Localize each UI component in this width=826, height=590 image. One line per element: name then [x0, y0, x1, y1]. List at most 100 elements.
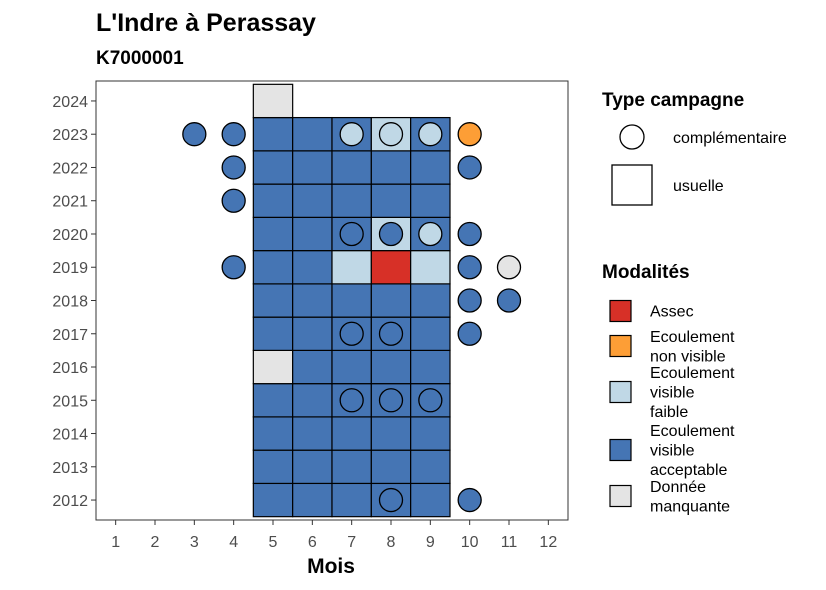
usuelle-cells [252, 83, 451, 518]
point-complementaire-2019-10 [457, 255, 482, 280]
y-tick-label-2020: 2020 [52, 227, 88, 244]
point-complementaire-2015-7 [339, 388, 364, 413]
point-complementaire-2012-10 [457, 487, 482, 513]
y-axis: 2012 2013 2014 2015 2016 2017 2018 2019 2020 2021… [52, 94, 96, 510]
point-complementaire-2012-8 [378, 487, 404, 513]
cell-usuelle-2013-6 [292, 449, 333, 485]
point-complementaire-2018-10 [457, 288, 482, 313]
cell-usuelle-2014-5 [252, 416, 294, 451]
point-complementaire-2017-10 [457, 321, 482, 346]
cell-usuelle-2013-7 [331, 449, 372, 485]
legend-key-assec [609, 299, 632, 323]
cell-usuelle-2021-6 [292, 183, 333, 218]
x-tick-label-4: 4 [229, 534, 238, 551]
cell-usuelle-2018-7 [331, 283, 372, 318]
point-complementaire-2017-7 [339, 321, 364, 346]
cell-usuelle-2022-9 [410, 150, 451, 185]
cell-usuelle-2014-7 [331, 416, 372, 451]
x-axis: 1 2 3 4 5 6 7 8 9 10 11 12 [111, 520, 557, 551]
cell-usuelle-2013-5 [252, 449, 294, 485]
cell-usuelle-2021-7 [331, 183, 372, 218]
cell-usuelle-2022-6 [292, 150, 333, 185]
legend-label-complementaire: complémentaire [673, 130, 787, 147]
point-complementaire-2019-4 [221, 255, 246, 280]
point-complementaire-2023-10 [457, 122, 482, 147]
cell-usuelle-2018-5 [252, 283, 294, 318]
y-tick-label-2013: 2013 [52, 460, 88, 477]
legend-label-manq-line-2: manquante [650, 498, 730, 515]
chart-subtitle: K7000001 [96, 48, 184, 69]
cell-usuelle-2012-9 [410, 482, 451, 518]
cell-usuelle-2015-5 [252, 383, 294, 418]
legend-label-assec-line-1: Assec [650, 304, 694, 321]
cell-usuelle-2018-8 [370, 283, 412, 318]
x-tick-label-1: 1 [111, 534, 120, 551]
cell-usuelle-2018-9 [410, 283, 451, 318]
cell-usuelle-2012-5 [252, 482, 294, 518]
legend-label-faible-line-3: faible [650, 404, 688, 421]
legend-label-nonvis-line-2: non visible [650, 348, 726, 365]
y-tick-label-2023: 2023 [52, 127, 88, 144]
x-axis-title: Mois [307, 555, 355, 578]
legend-label-manq-line-1: Donnée [650, 479, 706, 496]
cell-usuelle-2018-6 [292, 283, 333, 318]
x-tick-label-3: 3 [190, 534, 199, 551]
cell-usuelle-2016-9 [410, 349, 451, 385]
x-tick-label-2: 2 [151, 534, 160, 551]
y-tick-label-2012: 2012 [52, 493, 88, 510]
cell-usuelle-2019-8 [370, 250, 412, 285]
legend-label-accept-line-1: Ecoulement [650, 423, 735, 440]
point-complementaire-2022-10 [457, 155, 482, 180]
cell-usuelle-2024-5 [252, 83, 294, 119]
cell-usuelle-2017-6 [292, 316, 333, 351]
cell-usuelle-2021-9 [410, 183, 451, 218]
point-complementaire-2015-9 [418, 388, 443, 413]
point-complementaire-2023-4 [221, 122, 246, 147]
y-tick-label-2022: 2022 [52, 160, 88, 177]
cell-usuelle-2021-8 [370, 183, 412, 218]
y-tick-label-2015: 2015 [52, 393, 88, 410]
x-tick-label-8: 8 [387, 534, 396, 551]
cell-usuelle-2023-6 [292, 116, 333, 152]
x-tick-label-12: 12 [539, 534, 557, 551]
cell-usuelle-2016-5 [252, 349, 294, 385]
legend-key-nonvis [609, 334, 632, 358]
point-complementaire-2020-7 [339, 221, 364, 247]
cell-usuelle-2022-7 [331, 150, 372, 185]
cell-usuelle-2021-5 [252, 183, 294, 218]
legend-label-faible-line-2: visible [650, 385, 695, 402]
legend-label-accept-line-3: acceptable [650, 462, 727, 479]
cell-usuelle-2012-7 [331, 482, 372, 518]
point-complementaire-2023-3 [182, 122, 207, 147]
x-tick-label-6: 6 [308, 534, 317, 551]
cell-usuelle-2013-9 [410, 449, 451, 485]
point-complementaire-2017-8 [378, 321, 404, 346]
cell-usuelle-2020-5 [252, 216, 294, 252]
legend-key-accept [609, 438, 632, 462]
x-tick-label-7: 7 [347, 534, 356, 551]
cell-usuelle-2016-6 [292, 349, 333, 385]
legend-key-usuelle [611, 164, 653, 206]
cell-usuelle-2014-8 [370, 416, 412, 451]
point-complementaire-2023-8 [378, 122, 404, 147]
cell-usuelle-2022-8 [370, 150, 412, 185]
x-tick-label-9: 9 [426, 534, 435, 551]
cell-usuelle-2017-5 [252, 316, 294, 351]
y-tick-label-2021: 2021 [52, 194, 88, 211]
cell-usuelle-2023-5 [252, 116, 294, 152]
cell-usuelle-2013-8 [370, 449, 412, 485]
y-tick-label-2017: 2017 [52, 327, 88, 344]
point-complementaire-2020-10 [457, 221, 482, 247]
x-tick-label-11: 11 [501, 534, 518, 551]
y-tick-label-2024: 2024 [52, 94, 88, 111]
legend-label-nonvis-line-1: Ecoulement [650, 329, 735, 346]
y-tick-label-2014: 2014 [52, 427, 88, 444]
legend: Type campagne Modalités complémentaire us… [602, 90, 787, 515]
legend-key-complementaire [619, 124, 645, 150]
legend-key-manq [609, 484, 632, 508]
point-complementaire-2019-11 [496, 255, 522, 280]
cell-usuelle-2016-8 [370, 349, 412, 385]
point-complementaire-2020-9 [418, 221, 443, 247]
y-tick-label-2016: 2016 [52, 360, 88, 377]
